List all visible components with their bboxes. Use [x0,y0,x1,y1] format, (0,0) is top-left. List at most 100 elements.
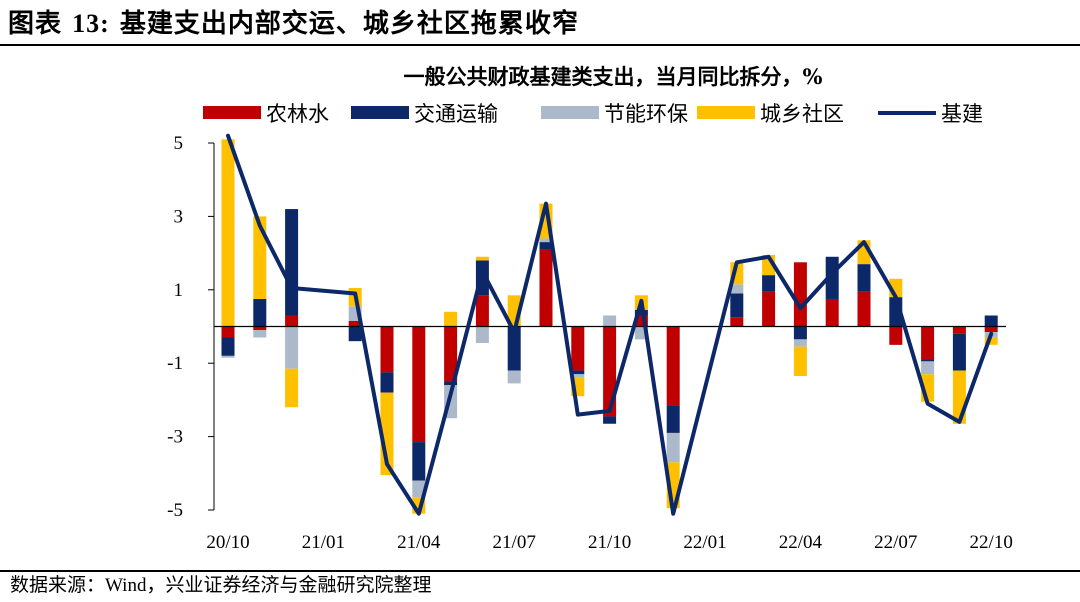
x-tick-label: 21/01 [302,532,345,553]
bar-节能环保 [475,326,489,344]
figure-label: 图表 [8,9,63,39]
legend-label-交通运输: 交通运输 [414,102,498,126]
bar-交通运输 [285,209,299,316]
bar-农林水 [730,317,744,327]
bar-农林水 [634,315,648,327]
bar-节能环保 [921,361,935,375]
legend-item-城乡社区: 城乡社区 [697,102,844,126]
y-tick-label: -5 [167,500,183,521]
bar-交通运输 [921,359,935,362]
line-layer [226,133,994,516]
bar-农林水 [857,291,871,327]
bar-交通运输 [952,333,966,371]
y-tick-label: -1 [167,353,183,374]
bar-节能环保 [666,432,680,463]
figure-title: 图表 13: 基建支出内部交运、城乡社区拖累收窄 [8,6,579,42]
bar-节能环保 [221,355,235,358]
bar-农林水 [825,298,839,327]
y-tick-label: -3 [167,427,183,448]
bar-城乡社区 [221,139,235,327]
legend-label-基建: 基建 [941,102,983,126]
bar-交通运输 [857,264,871,292]
bar-农林水 [984,326,998,333]
bar-节能环保 [285,326,299,369]
bar-城乡社区 [285,368,299,408]
x-tick-label: 22/04 [779,532,823,553]
y-tick-label: 5 [174,133,184,154]
bar-农林水 [603,326,617,417]
bar-城乡社区 [793,346,807,377]
legend-label-农林水: 农林水 [266,102,329,126]
x-tick-label: 21/04 [397,532,441,553]
bar-交通运输 [507,326,521,371]
bar-交通运输 [444,381,458,386]
legend-swatch-城乡社区 [697,106,755,119]
bar-农林水 [348,320,362,327]
bar-农林水 [253,326,267,331]
bar-农林水 [539,249,553,327]
bar-交通运输 [762,275,776,292]
bar-农林水 [380,326,394,373]
bar-交通运输 [539,242,553,250]
bar-交通运输 [571,370,585,375]
bar-节能环保 [571,374,585,378]
bar-交通运输 [666,405,680,433]
bar-农林水 [285,315,299,327]
bar-交通运输 [380,372,394,393]
bar-节能环保 [507,370,521,384]
x-tick-label: 22/07 [874,532,917,553]
x-tick-label: 21/07 [493,532,536,553]
bar-节能环保 [539,238,553,243]
bar-农林水 [889,326,903,345]
x-tick-label: 21/10 [588,532,631,553]
legend-item-农林水: 农林水 [203,102,329,126]
legend-label-节能环保: 节能环保 [604,102,688,126]
y-axis: 5 3 1 -1 -3 -5 [167,133,215,521]
bar-城乡社区 [253,216,267,299]
source-note: 数据来源：Wind，兴业证券经济与金融研究院整理 [10,575,432,596]
bar-交通运输 [221,337,235,356]
legend-item-交通运输: 交通运输 [351,102,498,126]
x-tick-label: 22/01 [683,532,726,553]
bar-城乡社区 [952,370,966,424]
bar-节能环保 [730,284,744,294]
bar-节能环保 [412,480,426,498]
bar-农林水 [666,326,680,406]
bottom-rule [0,570,1080,572]
x-tick-label: 20/10 [206,532,249,553]
bar-城乡社区 [444,311,458,327]
stacked-bar-line-chart: 一般公共财政基建类支出，当月同比拆分，% 农林水 交通运输 节能环保 城乡社区 基建 5… [167,64,1013,553]
bar-交通运输 [253,298,267,327]
legend-swatch-农林水 [203,106,261,119]
bar-交通运输 [793,326,807,340]
chart-title: 一般公共财政基建类支出，当月同比拆分，% [404,64,823,89]
bar-节能环保 [793,339,807,347]
bar-交通运输 [730,293,744,318]
figure-title-text: 基建支出内部交运、城乡社区拖累收窄 [119,9,579,39]
top-rule [0,44,1080,46]
bar-节能环保 [253,330,267,338]
bar-城乡社区 [475,256,489,261]
x-tick-label: 22/10 [970,532,1013,553]
bar-农林水 [921,326,935,360]
bar-交通运输 [984,315,998,327]
line-基建 [226,133,994,516]
bar-交通运输 [412,442,426,481]
bar-农林水 [221,326,235,338]
legend-item-基建: 基建 [878,102,983,126]
bar-农林水 [475,295,489,327]
chart-legend: 农林水 交通运输 节能环保 城乡社区 基建 [203,102,983,126]
x-axis: 20/10 21/01 21/04 21/07 21/10 22/01 22/04 22/07… [206,532,1012,553]
bar-农林水 [571,326,585,371]
bar-节能环保 [603,315,617,327]
bar-交通运输 [348,326,362,342]
legend-label-城乡社区: 城乡社区 [760,102,844,126]
legend-item-节能环保: 节能环保 [541,102,688,126]
bar-农林水 [952,326,966,334]
bar-交通运输 [603,416,617,424]
figure-number: 13: [72,9,110,38]
bar-农林水 [793,262,807,327]
bar-农林水 [444,326,458,382]
bars-layer [221,139,998,514]
bar-农林水 [412,326,426,443]
